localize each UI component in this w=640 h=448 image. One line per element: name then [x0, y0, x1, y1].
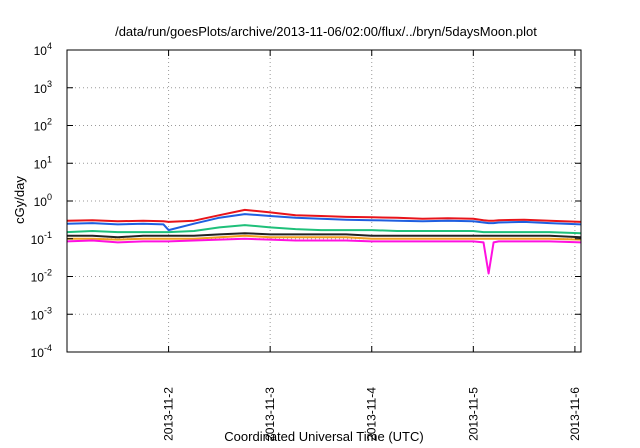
- x-tick-label: 2013-11-3: [263, 387, 277, 441]
- chart-title: /data/run/goesPlots/archive/2013-11-06/0…: [115, 24, 537, 39]
- grid: [67, 50, 581, 352]
- series-line-4: [67, 232, 582, 239]
- series-group: [66, 208, 582, 275]
- series-line-5: [67, 234, 582, 241]
- y-tick-label: 10-1: [31, 230, 52, 247]
- series-line-3: [66, 224, 582, 235]
- series-line-2: [66, 213, 582, 232]
- y-tick-label: 100: [34, 192, 52, 209]
- x-axis: 2013-11-2 2013-11-3 2013-11-4 2013-11-5 2013…: [162, 50, 582, 441]
- x-tick-label: 2013-11-6: [568, 387, 582, 441]
- x-axis-label: Coordinated Universal Time (UTC): [224, 429, 423, 444]
- y-axis-label: cGy/day: [12, 176, 27, 224]
- x-tick-label: 2013-11-2: [162, 387, 176, 441]
- x-tick-label: 2013-11-5: [466, 387, 480, 441]
- y-tick-label: 10-3: [31, 305, 52, 322]
- y-tick-label: 10-4: [31, 343, 52, 360]
- y-tick-label: 104: [34, 41, 52, 58]
- y-axis: 10-4 10-3 10-2 10-1 100 101 102 103 104: [31, 41, 581, 360]
- series-line-1: [66, 208, 582, 223]
- y-tick-label: 10-2: [31, 268, 52, 285]
- y-tick-label: 102: [34, 117, 52, 134]
- series-line-6: [66, 237, 582, 275]
- y-tick-label: 103: [34, 79, 52, 96]
- y-tick-label: 101: [34, 154, 52, 171]
- x-tick-label: 2013-11-4: [365, 387, 379, 441]
